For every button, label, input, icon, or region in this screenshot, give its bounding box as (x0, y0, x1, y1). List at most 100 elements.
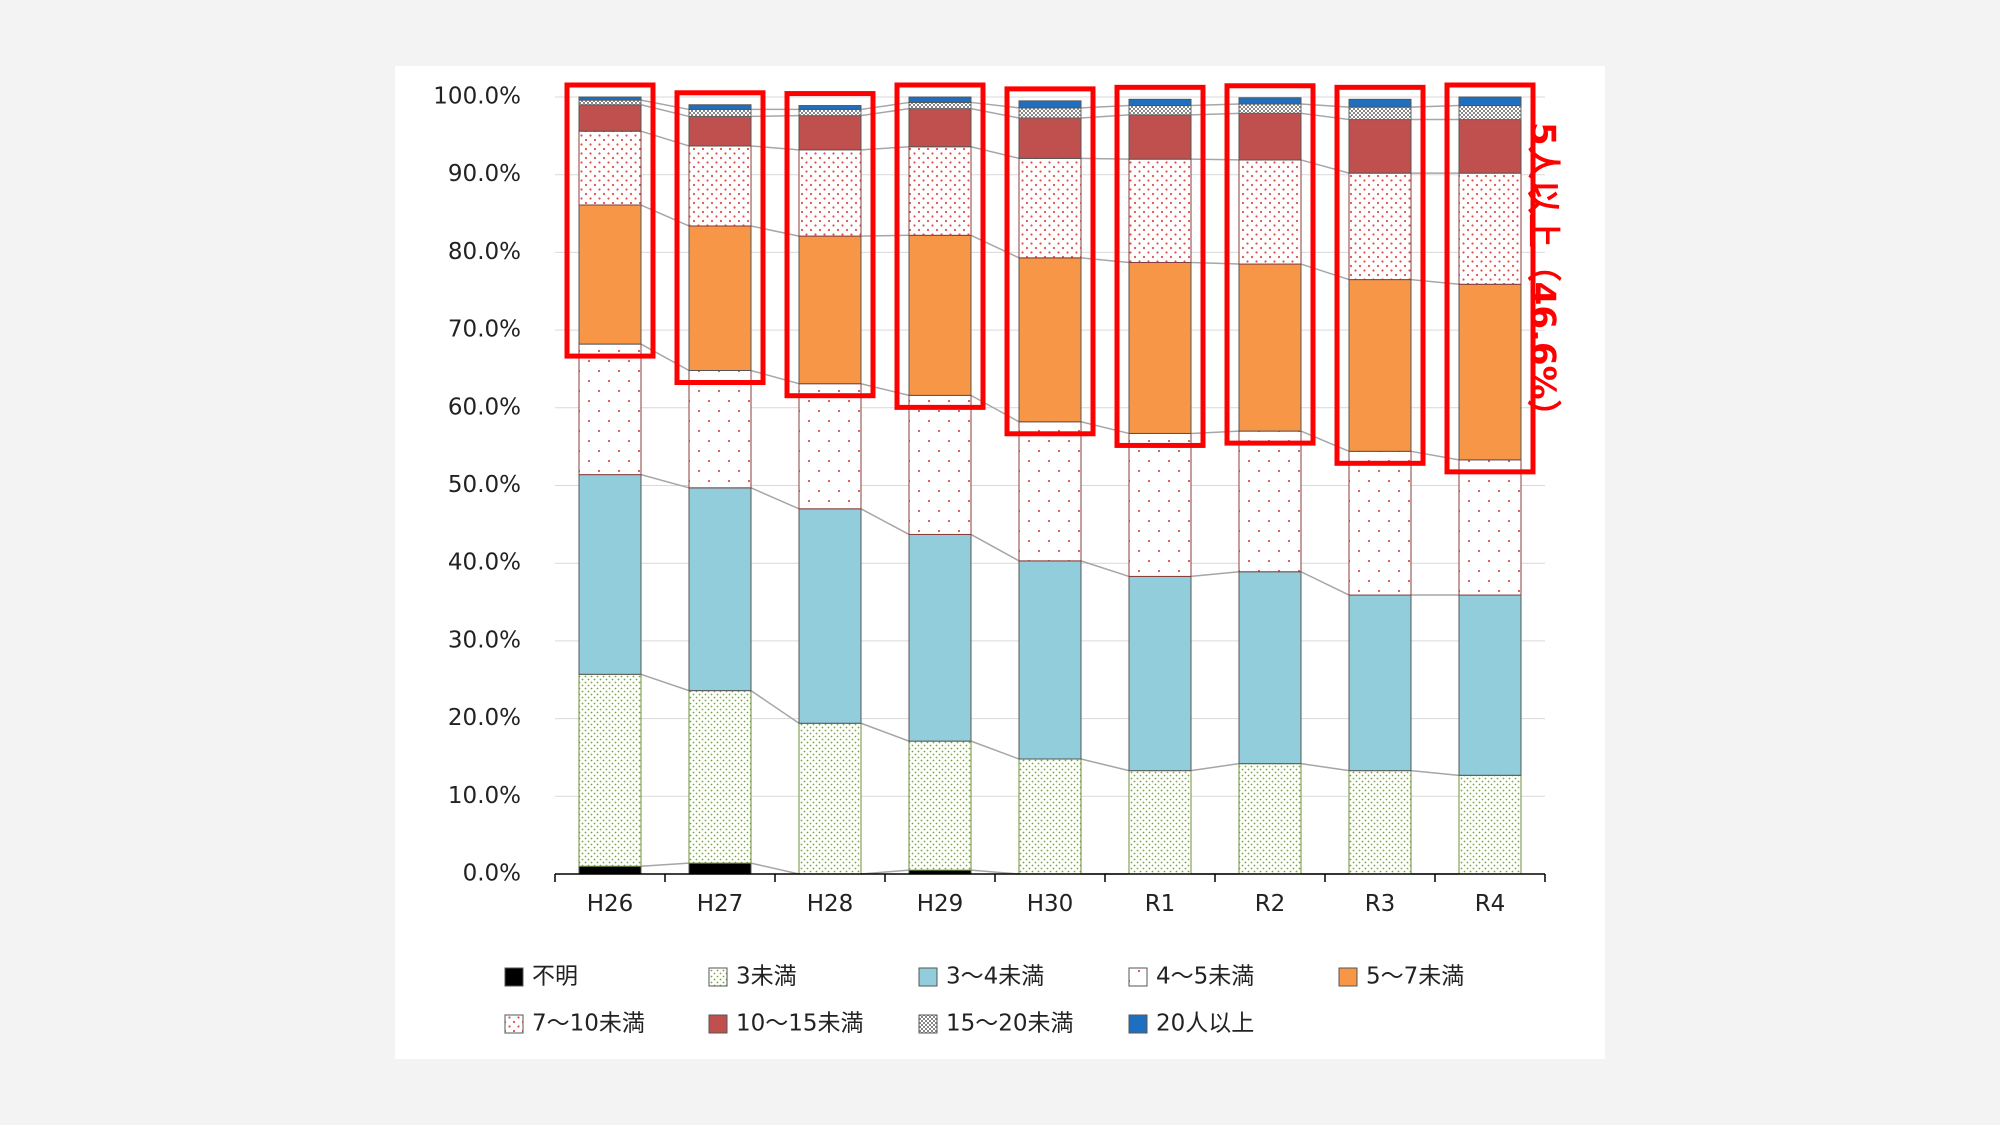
bar-segment (1458, 594, 1522, 776)
series-line (640, 204, 690, 227)
series-line (860, 145, 910, 151)
bar-segment (578, 204, 642, 345)
series-line (640, 99, 690, 111)
bar-segment (578, 130, 642, 206)
bar-segment (1458, 459, 1522, 596)
series-line (1190, 112, 1240, 116)
chart-panel: 0.0% 10.0% 20.0% 30.0% 40.0% 50.0% 60.0% 70.0% 8… (395, 66, 1605, 1059)
series-line (750, 690, 800, 724)
y-tick-label: 40.0% (448, 550, 521, 576)
series-line (640, 104, 690, 118)
highlight-box (894, 82, 986, 410)
bar-segment (688, 115, 752, 147)
highlight-boxes (564, 82, 1536, 475)
y-tick-label: 90.0% (448, 161, 521, 187)
bar-segment (688, 370, 752, 489)
y-tick-label: 60.0% (448, 394, 521, 420)
bar-segment (908, 394, 972, 535)
bar-segment (1018, 421, 1082, 562)
legend-label: 20人以上 (1156, 1011, 1254, 1037)
highlight-box (1224, 83, 1316, 446)
y-tick-label: 0.0% (463, 861, 521, 887)
y-tick-label: 30.0% (448, 627, 521, 653)
legend-swatch (708, 967, 728, 987)
series-line (640, 343, 690, 372)
series-line (1300, 571, 1350, 596)
bar-segment (578, 673, 642, 867)
legend-swatch (708, 1014, 728, 1034)
x-tick-label: H30 (1027, 891, 1074, 917)
bar-segment (1348, 279, 1412, 452)
series-line (970, 145, 1020, 160)
bar-segment (1348, 450, 1412, 596)
bar-segment (1018, 117, 1082, 159)
bar-segment (1238, 763, 1302, 875)
series-line (860, 107, 910, 117)
series-line (970, 394, 1020, 423)
series-line (860, 508, 910, 536)
bar-segment (1348, 172, 1412, 281)
bar-segment (798, 235, 862, 385)
series-line (970, 107, 1020, 119)
bar-segment (1018, 157, 1082, 259)
x-tick-label: H26 (587, 891, 634, 917)
bar-segment (688, 225, 752, 372)
series-line (1190, 158, 1240, 161)
series-line (970, 234, 1020, 259)
series-line (640, 130, 690, 147)
highlight-box (1444, 82, 1536, 475)
series-line (970, 533, 1020, 562)
legend-swatch (1338, 967, 1358, 987)
bar-segment (1458, 774, 1522, 875)
series-line (750, 225, 800, 237)
legend-label: 4～5未満 (1156, 964, 1254, 990)
series-line (1190, 430, 1240, 435)
bar-segment (908, 533, 972, 742)
series-line (1190, 103, 1240, 107)
highlight-label: 5人以上（46.6%） (1523, 122, 1563, 434)
bar-segment (1238, 97, 1302, 105)
legend-label: 不明 (532, 964, 578, 990)
series-line (1300, 430, 1350, 453)
series-line (750, 862, 800, 875)
x-tick-label: R4 (1475, 891, 1506, 917)
series-line (860, 722, 910, 742)
legend-swatch (918, 967, 938, 987)
bar-segment (1348, 98, 1412, 108)
bar-segment (688, 690, 752, 864)
bar-segment (1458, 283, 1522, 461)
x-tick-label: H27 (697, 891, 744, 917)
bar-segment (1348, 594, 1412, 772)
series-line (1080, 257, 1130, 264)
bar-segment (1238, 430, 1302, 573)
bar-segment (1018, 560, 1082, 760)
bar-segment (908, 108, 972, 148)
bar-segment (908, 740, 972, 871)
series-line (860, 382, 910, 397)
series-line (750, 114, 800, 118)
bar-segment (798, 105, 862, 110)
series-line (750, 145, 800, 151)
bar-segment (1128, 114, 1192, 160)
series-line (1410, 450, 1460, 461)
series-line (1080, 560, 1130, 578)
bar-segment (1128, 770, 1192, 875)
bar-segment (798, 108, 862, 117)
x-tick-label: H29 (917, 891, 964, 917)
bar-segment (578, 865, 642, 875)
bar-segment (1128, 262, 1192, 434)
highlight-box (1004, 86, 1096, 437)
series-line (1410, 769, 1460, 777)
bar-segment (578, 343, 642, 476)
y-tick-label: 50.0% (448, 472, 521, 498)
series-line (860, 101, 910, 111)
legend-swatch (1128, 1014, 1148, 1034)
legend: 不明 3未満 3～4未満 4～5未満 5～7未満 7～10未満 10～15未満 15～20未満… (504, 964, 1464, 1037)
bar-segment (908, 96, 972, 103)
x-tick-label: H28 (807, 891, 854, 917)
series-line (640, 673, 690, 692)
bar-segment (908, 101, 972, 110)
x-tick-label: R1 (1145, 891, 1176, 917)
y-tick-label: 20.0% (448, 705, 521, 731)
bar-segment (1348, 119, 1412, 174)
